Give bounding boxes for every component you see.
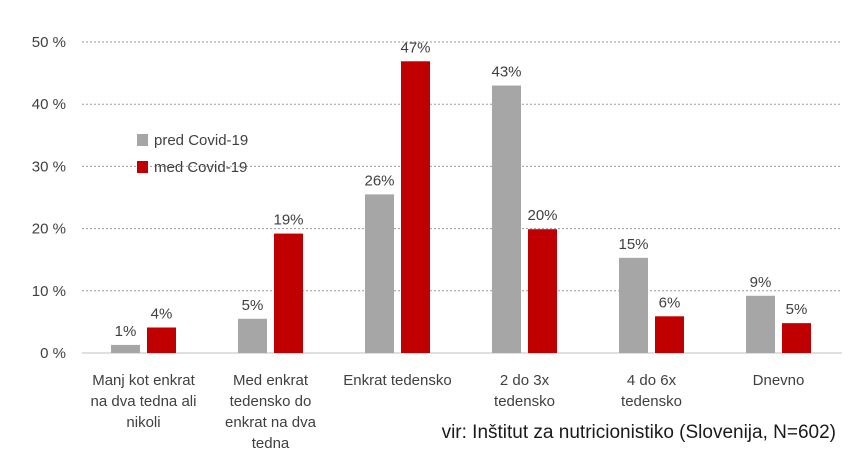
bar <box>746 295 775 353</box>
data-labels: 1% 4% 5% 19% 26% 47% 43% 20% 15% 6% 9% 5% <box>115 39 808 340</box>
category-label-line: tedensko do <box>230 393 312 410</box>
category-label: Enkrat tedensko <box>343 372 451 389</box>
bar <box>365 194 394 353</box>
category-label: 2 do 3x tedensko <box>494 372 555 410</box>
category-label-line: tedna <box>252 435 290 452</box>
data-label: 47% <box>400 39 430 56</box>
bar <box>528 229 557 353</box>
category-label-line: Manj kot enkrat <box>92 372 195 389</box>
y-tick-label: 40 % <box>32 96 66 113</box>
data-label: 5% <box>242 297 264 314</box>
bars <box>111 61 811 353</box>
category-label-line: tedensko <box>621 393 682 410</box>
data-label: 6% <box>659 294 681 311</box>
legend-swatch <box>137 134 148 146</box>
bar <box>147 327 176 353</box>
bar <box>401 61 430 353</box>
legend-swatch <box>137 161 148 173</box>
data-label: 15% <box>618 236 648 253</box>
legend-label: med Covid-19 <box>154 159 247 176</box>
category-label-line: enkrat na dva <box>225 414 317 431</box>
bar <box>238 318 267 353</box>
data-label: 19% <box>273 212 303 229</box>
category-label-line: Dnevno <box>753 372 805 389</box>
category-label-line: nikoli <box>126 414 160 431</box>
source-note: vir: Inštitut za nutricionistiko (Sloven… <box>442 422 836 443</box>
legend: pred Covid-19 med Covid-19 <box>137 132 248 176</box>
category-label: 4 do 6x tedensko <box>621 372 682 410</box>
y-axis-ticks: 0 % 10 % 20 % 30 % 40 % 50 % <box>32 34 66 362</box>
bar <box>619 257 648 353</box>
data-label: 26% <box>364 172 394 189</box>
category-label-line: 4 do 6x <box>627 372 677 389</box>
category-label: Manj kot enkrat na dva tedna ali nikoli <box>91 372 197 431</box>
gridlines <box>82 41 842 354</box>
bar <box>111 344 140 353</box>
x-axis-categories: Manj kot enkrat na dva tedna ali nikoli Med… <box>91 372 805 452</box>
y-tick-label: 30 % <box>32 158 66 175</box>
category-label-line: tedensko <box>494 393 555 410</box>
data-label: 1% <box>115 323 137 340</box>
data-label: 4% <box>151 305 173 322</box>
bar <box>492 85 521 353</box>
legend-label: pred Covid-19 <box>154 132 248 149</box>
category-label-line: Med enkrat <box>233 372 309 389</box>
category-label: Dnevno <box>753 372 805 389</box>
y-tick-label: 10 % <box>32 283 66 300</box>
data-label: 9% <box>750 274 772 291</box>
bar <box>274 233 303 353</box>
category-label-line: Enkrat tedensko <box>343 372 451 389</box>
category-label-line: na dva tedna ali <box>91 393 197 410</box>
y-tick-label: 0 % <box>40 345 66 362</box>
bar <box>655 316 684 353</box>
y-tick-label: 50 % <box>32 34 66 51</box>
data-label: 20% <box>527 207 557 224</box>
bar <box>782 323 811 353</box>
category-label: Med enkrat tedensko do enkrat na dva tedna <box>225 372 317 452</box>
y-tick-label: 20 % <box>32 221 66 238</box>
data-label: 43% <box>491 64 521 81</box>
category-label-line: 2 do 3x <box>500 372 550 389</box>
data-label: 5% <box>786 301 808 318</box>
